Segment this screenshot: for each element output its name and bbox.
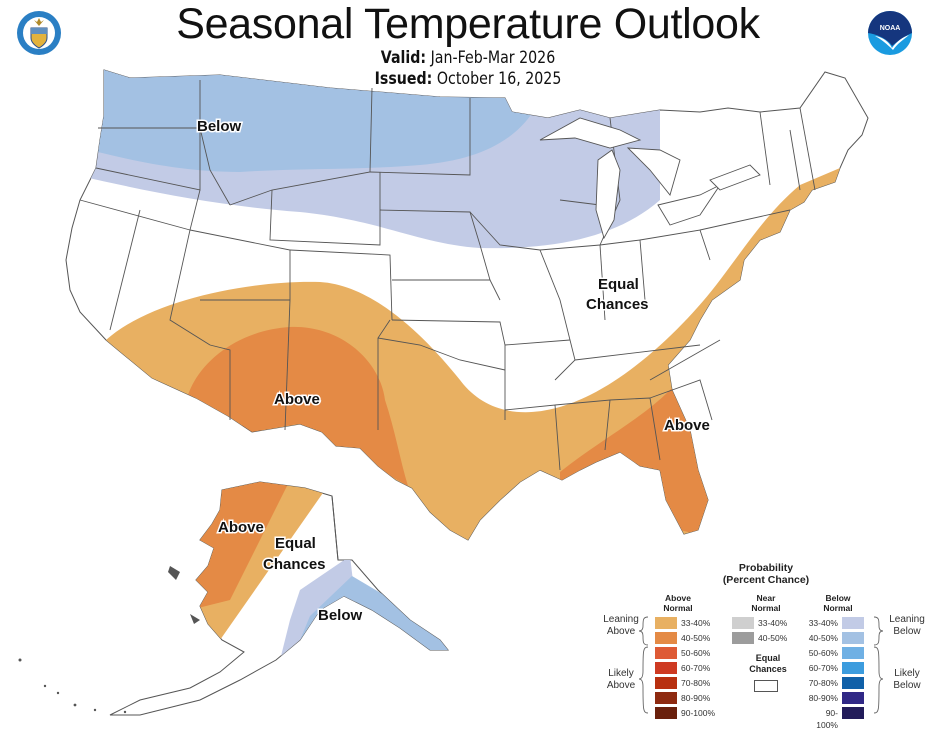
legend-swatch-above-3 [655,647,677,659]
legend-label-above-1: 33-40% [681,618,711,628]
conus-map [65,69,869,541]
legend-swatch-above-4 [655,662,677,674]
issued-value: October 16, 2025 [436,69,562,88]
alaska-map [18,481,450,716]
great-lakes [539,117,761,240]
legend-label-near-1: 33-40% [758,618,788,628]
legend-leaning-below: Leaning Below [889,614,925,637]
legend-swatch-above-2 [655,632,677,644]
label-ak-equal-chances-2: Chances [263,556,326,573]
legend-label-above-4: 60-70% [681,663,711,673]
legend-header-above: Above Normal [663,593,693,613]
legend-swatch-above-1 [655,617,677,629]
legend-swatch-below-1 [842,617,864,629]
legend-likely-below: Likely Below [893,668,921,691]
noaa-logo-text: NOAA [880,25,901,32]
legend-label-below-3: 50-60% [808,648,838,658]
legend-swatch-equal-chances [754,680,778,692]
legend-equal-chances-label: Equal Chances [749,653,787,674]
legend-likely-above: Likely Above [606,668,636,691]
legend-brace-above [638,616,649,714]
legend-swatch-below-3 [842,647,864,659]
legend-header-near: Near Normal [751,593,781,613]
legend-label-above-6: 80-90% [681,693,711,703]
state-borders [79,80,816,471]
legend-swatch-above-5 [655,677,677,689]
legend-swatch-above-6 [655,692,677,704]
label-conus-below: Below [197,118,242,135]
label-conus-equal-chances-1: Equal [598,276,639,293]
legend-label-near-2: 40-50% [758,633,788,643]
legend-header-below: Below Normal [823,593,853,613]
legend-label-below-4: 60-70% [808,663,838,673]
issued-date: Issued: October 16, 2025 [66,69,871,88]
label-ak-above: Above [218,519,264,536]
legend-subtitle: (Percent Chance) [722,574,810,586]
label-ak-equal-chances-1: Equal [275,535,316,552]
noaa-logo-icon: NOAA [868,11,912,55]
valid-period: Valid: Jan-Feb-Mar 2026 [66,48,871,67]
legend-label-above-7: 90-100% [681,708,716,718]
legend-swatch-near-1 [732,617,754,629]
legend-label-above-5: 70-80% [681,678,711,688]
label-conus-above-se: Above [664,417,710,434]
legend-label-below-1: 33-40% [808,618,838,628]
legend-label-above-2: 40-50% [681,633,711,643]
above-core-region-sw [188,326,408,486]
legend-brace-below [873,616,884,714]
legend-label-below-6: 80-90% [808,693,838,703]
legend-label-above-3: 50-60% [681,648,711,658]
probability-legend: Probability (Percent Chance) Above Normal… [596,562,936,730]
valid-value: Jan-Feb-Mar 2026 [430,48,556,67]
legend-label-below-5: 70-80% [808,678,838,688]
legend-title: Probability [738,562,794,574]
legend-leaning-above: Leaning Above [603,614,639,637]
legend-swatch-near-2 [732,632,754,644]
issued-label: Issued: [374,69,433,88]
label-conus-equal-chances-2: Chances [586,296,649,313]
legend-label-below-7: 90-100% [816,708,838,730]
legend-swatch-below-6 [842,692,864,704]
label-ak-below: Below [318,607,363,624]
label-conus-above-sw: Above [274,391,320,408]
legend-swatch-below-4 [842,662,864,674]
legend-swatch-above-7 [655,707,677,719]
valid-label: Valid: [380,48,427,67]
page-title: Seasonal Temperature Outlook [176,0,760,48]
legend-swatch-below-5 [842,677,864,689]
aleutian-islands [18,566,200,714]
department-of-commerce-seal-icon [17,11,61,55]
legend-swatch-below-7 [842,707,864,719]
legend-label-below-2: 40-50% [808,633,838,643]
legend-swatch-below-2 [842,632,864,644]
